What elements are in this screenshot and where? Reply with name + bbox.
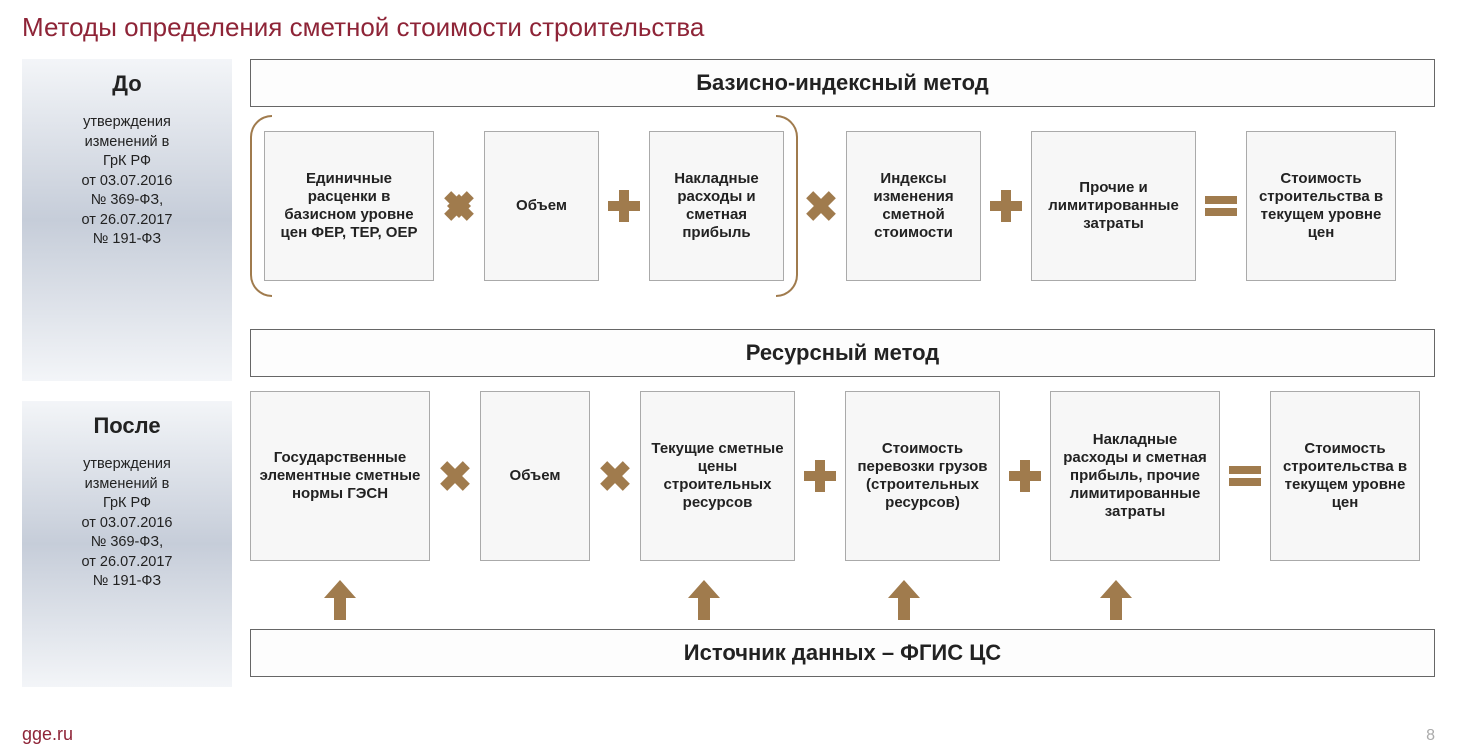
m1-box6: Стоимость строительства в текущем уровне… bbox=[1246, 131, 1396, 281]
right-column: Базисно-индексный метод Единичные расцен… bbox=[250, 59, 1435, 687]
m1-box2: Объем bbox=[484, 131, 599, 281]
main-layout: До утверждения изменений в ГрК РФ от 03.… bbox=[22, 59, 1435, 687]
m1-box5: Прочие и лимитированные затраты bbox=[1031, 131, 1196, 281]
page-title: Методы определения сметной стоимости стр… bbox=[22, 12, 1435, 43]
bracket-right bbox=[776, 115, 798, 297]
plus-icon bbox=[801, 457, 839, 495]
footer-link: gge.ru bbox=[22, 724, 73, 745]
up-arrow-icon bbox=[322, 580, 358, 629]
m2-box2: Объем bbox=[480, 391, 590, 561]
before-panel: До утверждения изменений в ГрК РФ от 03.… bbox=[22, 59, 232, 381]
page-number: 8 bbox=[1426, 727, 1435, 745]
times-icon bbox=[436, 457, 474, 495]
times-icon bbox=[596, 457, 634, 495]
up-arrow-icon bbox=[1098, 580, 1134, 629]
bracket-group: Единичные расценки в базисном уровне цен… bbox=[264, 121, 784, 291]
m2-box3: Текущие сметные цены строительных ресурс… bbox=[640, 391, 795, 561]
plus-icon bbox=[987, 187, 1025, 225]
source-box: Источник данных – ФГИС ЦС bbox=[250, 629, 1435, 677]
m1-box1: Единичные расценки в базисном уровне цен… bbox=[264, 131, 434, 281]
method2-header: Ресурсный метод bbox=[250, 329, 1435, 377]
after-title: После bbox=[30, 413, 224, 439]
before-body: утверждения изменений в ГрК РФ от 03.07.… bbox=[30, 113, 224, 250]
method1-formula: Единичные расценки в базисном уровне цен… bbox=[250, 121, 1435, 291]
up-arrow-icon bbox=[886, 580, 922, 629]
plus-icon bbox=[1006, 457, 1044, 495]
plus-icon bbox=[605, 187, 643, 225]
after-body: утверждения изменений в ГрК РФ от 03.07.… bbox=[30, 455, 224, 592]
bracket-left bbox=[250, 115, 272, 297]
m1-box4: Индексы изменения сметной стоимости bbox=[846, 131, 981, 281]
m2-box1: Государственные элементные сметные нормы… bbox=[250, 391, 430, 561]
times-icon bbox=[440, 187, 478, 225]
times-icon bbox=[802, 187, 840, 225]
up-arrow-icon bbox=[686, 580, 722, 629]
before-title: До bbox=[30, 71, 224, 97]
left-column: До утверждения изменений в ГрК РФ от 03.… bbox=[22, 59, 232, 687]
arrow-row bbox=[250, 575, 1435, 615]
m1-box3: Накладные расходы и сметная прибыль bbox=[649, 131, 784, 281]
m2-box5: Накладные расходы и сметная прибыль, про… bbox=[1050, 391, 1220, 561]
equals-icon bbox=[1226, 457, 1264, 495]
after-panel: После утверждения изменений в ГрК РФ от … bbox=[22, 401, 232, 687]
m2-box6: Стоимость строительства в текущем уровне… bbox=[1270, 391, 1420, 561]
method1-header: Базисно-индексный метод bbox=[250, 59, 1435, 107]
method2-formula: Государственные элементные сметные нормы… bbox=[250, 391, 1435, 561]
equals-icon bbox=[1202, 187, 1240, 225]
m2-box4: Стоимость перевозки грузов (строительных… bbox=[845, 391, 1000, 561]
